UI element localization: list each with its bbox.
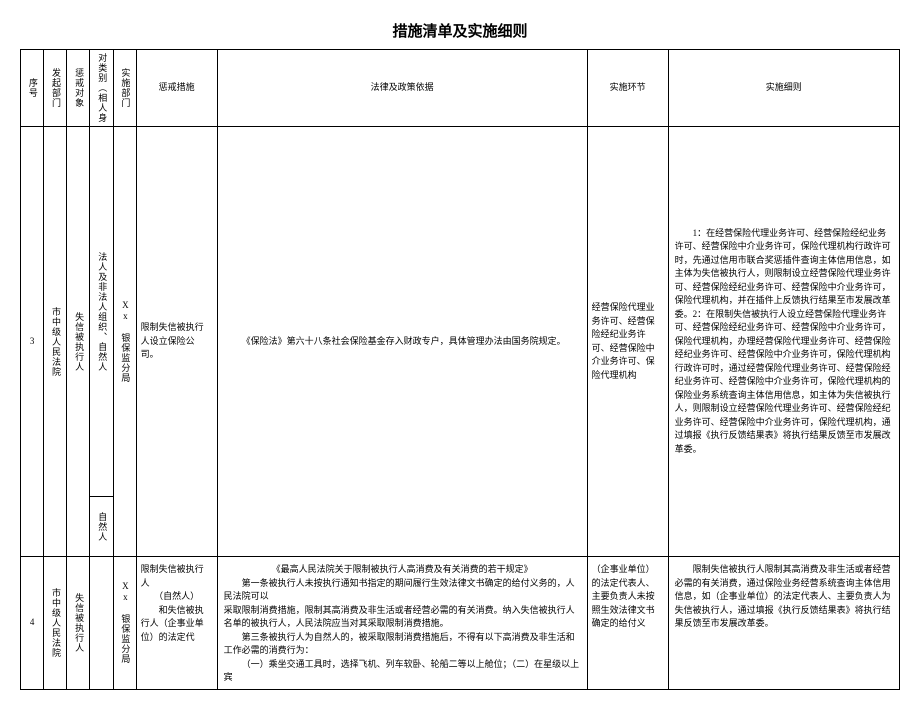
cell-stage: 经营保险代理业务许可、经营保险经纪业务许可、经营保险中介业务许可、保险代理机构 (587, 127, 668, 557)
table-row: 4 市中级人民法院 失信被执行人 Xx 银保监分局 限制失信被执行人 （自然人）… (21, 557, 900, 690)
cell-basis: 《保险法》第六十八条社会保险基金存入财政专户，具体管理办法由国务院规定。 (217, 127, 587, 557)
cell-impl-dept: Xx 银保监分局 (113, 557, 136, 690)
cell-basis: 《最高人民法院关于限制被执行人高消费及有关消费的若干规定》 第一条被执行人未按执… (217, 557, 587, 690)
col-basis: 法律及政策依据 (217, 50, 587, 127)
cell-object: 失信被执行人 (67, 557, 90, 690)
measures-table: 序号 发起部门 惩戒对象 对类别（相人身 实施部门 惩戒措施 法律及政策依据 实… (20, 49, 900, 690)
cell-initiator: 市中级人民法院 (44, 557, 67, 690)
col-seq: 序号 (21, 50, 44, 127)
col-impl-dept: 实施部门 (113, 50, 136, 127)
table-row: 3 市中级人民法院 失信被执行人 法人及非法人组织、自然人 Xx 银保监分局 限… (21, 127, 900, 497)
cell-detail: 1：在经营保险代理业务许可、经营保险经纪业务许可、经营保险中介业务许可，保险代理… (668, 127, 899, 557)
cell-seq: 4 (21, 557, 44, 690)
col-stage: 实施环节 (587, 50, 668, 127)
cell-seq: 3 (21, 127, 44, 557)
cell-impl-dept: Xx 银保监分局 (113, 127, 136, 557)
page-title: 措施清单及实施细则 (20, 20, 900, 41)
cell-stage: （企事业单位）的法定代表人、主要负责人未按照生效法律文书确定的给付义 (587, 557, 668, 690)
cell-category-top: 法人及非法人组织、自然人 (90, 127, 113, 497)
col-object: 惩戒对象 (67, 50, 90, 127)
col-detail: 实施细则 (668, 50, 899, 127)
cell-initiator: 市中级人民法院 (44, 127, 67, 557)
col-category: 对类别（相人身 (90, 50, 113, 127)
cell-measure: 限制失信被执行人 （自然人） 和失信被执行人（企事业单位）的法定代 (136, 557, 217, 690)
cell-category (90, 557, 113, 690)
table-header-row: 序号 发起部门 惩戒对象 对类别（相人身 实施部门 惩戒措施 法律及政策依据 实… (21, 50, 900, 127)
cell-object: 失信被执行人 (67, 127, 90, 557)
cell-category-bottom: 自然人 (90, 497, 113, 557)
cell-measure: 限制失信被执行人设立保险公司。 (136, 127, 217, 557)
col-initiator: 发起部门 (44, 50, 67, 127)
col-measure: 惩戒措施 (136, 50, 217, 127)
cell-detail: 限制失信被执行人限制其高消费及非生活或者经营必需的有关消费，通过保险业务经营系统… (668, 557, 899, 690)
